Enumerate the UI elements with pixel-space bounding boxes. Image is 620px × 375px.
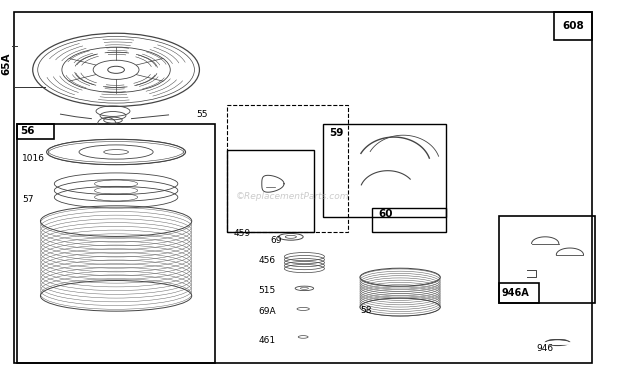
Text: ©ReplacementParts.com: ©ReplacementParts.com xyxy=(236,192,349,201)
Text: 461: 461 xyxy=(258,336,275,345)
Text: 65A: 65A xyxy=(2,53,12,75)
Text: 946: 946 xyxy=(536,344,553,353)
Text: 69A: 69A xyxy=(258,307,276,316)
Text: 69: 69 xyxy=(270,236,282,245)
Text: 59: 59 xyxy=(329,128,343,138)
Text: 57: 57 xyxy=(22,195,33,204)
Text: 608: 608 xyxy=(562,21,584,31)
Text: 456: 456 xyxy=(258,256,275,265)
Text: 58: 58 xyxy=(360,306,371,315)
Text: 1016: 1016 xyxy=(22,154,45,163)
Text: 459: 459 xyxy=(234,229,251,238)
Text: 60: 60 xyxy=(378,209,393,219)
Text: 515: 515 xyxy=(258,286,275,295)
Text: 946A: 946A xyxy=(502,288,529,298)
Text: 55: 55 xyxy=(197,110,208,119)
Text: 56: 56 xyxy=(20,126,35,136)
